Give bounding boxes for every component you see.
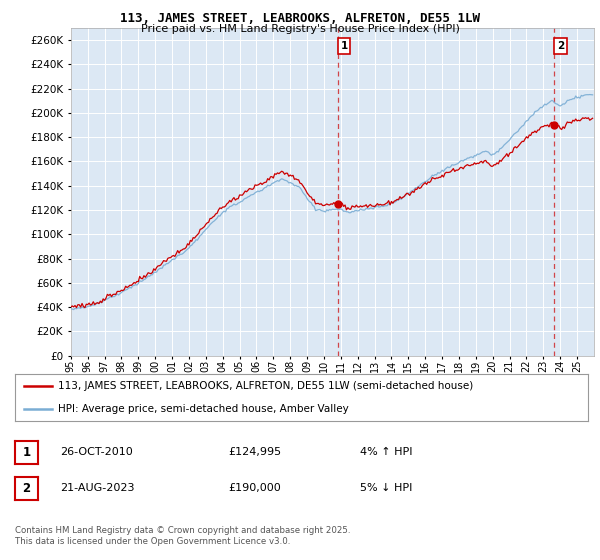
Text: 1: 1 — [340, 41, 347, 51]
Text: 2: 2 — [557, 41, 564, 51]
Text: £190,000: £190,000 — [228, 483, 281, 493]
Text: 21-AUG-2023: 21-AUG-2023 — [60, 483, 134, 493]
Text: 26-OCT-2010: 26-OCT-2010 — [60, 447, 133, 458]
Text: Contains HM Land Registry data © Crown copyright and database right 2025.
This d: Contains HM Land Registry data © Crown c… — [15, 526, 350, 546]
Text: 2: 2 — [22, 482, 31, 495]
Text: 5% ↓ HPI: 5% ↓ HPI — [360, 483, 412, 493]
Text: 4% ↑ HPI: 4% ↑ HPI — [360, 447, 413, 458]
Text: 113, JAMES STREET, LEABROOKS, ALFRETON, DE55 1LW: 113, JAMES STREET, LEABROOKS, ALFRETON, … — [120, 12, 480, 25]
Text: 113, JAMES STREET, LEABROOKS, ALFRETON, DE55 1LW (semi-detached house): 113, JAMES STREET, LEABROOKS, ALFRETON, … — [58, 381, 473, 391]
Text: HPI: Average price, semi-detached house, Amber Valley: HPI: Average price, semi-detached house,… — [58, 404, 349, 414]
Text: £124,995: £124,995 — [228, 447, 281, 458]
Text: Price paid vs. HM Land Registry's House Price Index (HPI): Price paid vs. HM Land Registry's House … — [140, 24, 460, 34]
Text: 1: 1 — [22, 446, 31, 459]
